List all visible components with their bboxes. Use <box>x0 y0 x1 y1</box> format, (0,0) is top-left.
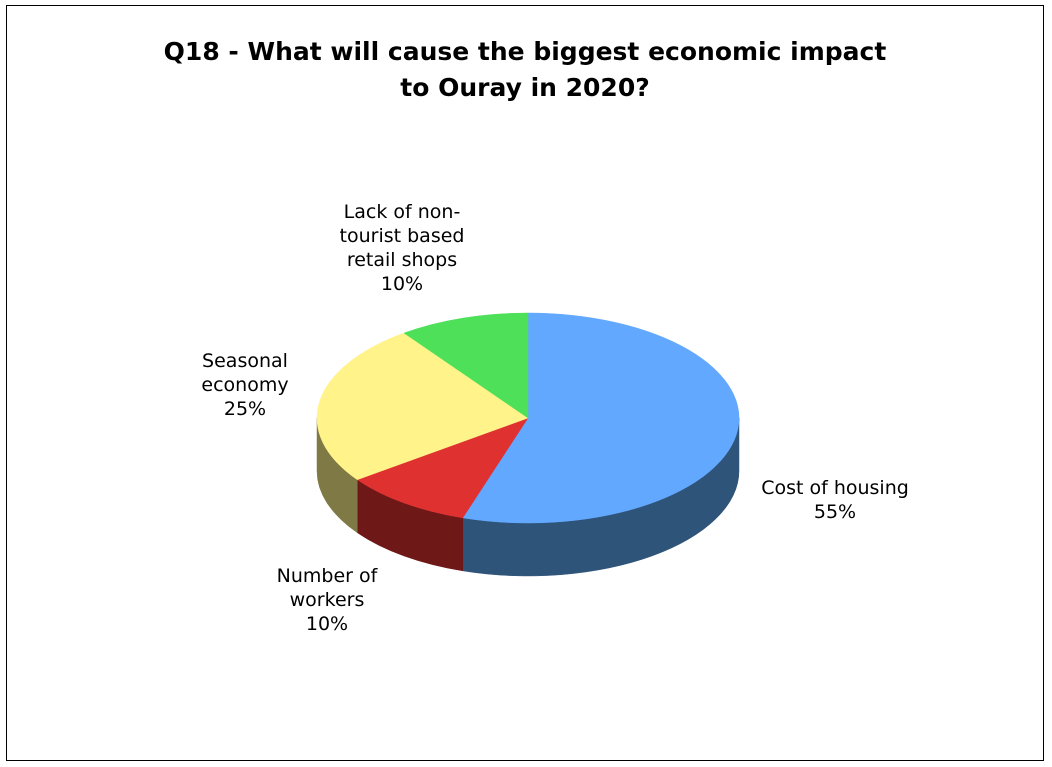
slice-number-of-workers <box>356 417 529 519</box>
slice-label-text: economy <box>201 374 289 396</box>
slice-label-lack-of-non-tourist-retail: Lack of non- tourist based retail shops … <box>302 200 502 296</box>
slice-seasonal-economy <box>316 332 529 480</box>
slice-label-text: Cost of housing <box>761 477 909 499</box>
slice-label-text: workers <box>289 589 365 611</box>
slice-label-text: Lack of non- <box>343 201 461 223</box>
slice-value-text: 10% <box>380 273 424 295</box>
pie-chart <box>316 312 740 577</box>
chart-frame: Q18 - What will cause the biggest econom… <box>6 5 1044 761</box>
slice-label-seasonal-economy: Seasonal economy 25% <box>175 349 315 421</box>
slice-label-text: Number of <box>276 565 378 587</box>
slice-lack-of-non-tourist-based-retail-shops <box>403 312 529 419</box>
slice-label-text: retail shops <box>346 249 458 271</box>
slice-value-text: 10% <box>305 613 349 635</box>
slice-label-cost-of-housing: Cost of housing 55% <box>735 476 935 524</box>
slice-label-text: Seasonal <box>202 350 288 372</box>
slice-value-text: 55% <box>813 501 857 523</box>
pie-tops <box>316 312 740 524</box>
slice-label-number-of-workers: Number of workers 10% <box>227 564 427 636</box>
slice-value-text: 25% <box>223 398 267 420</box>
chart-title: Q18 - What will cause the biggest econom… <box>7 34 1043 106</box>
chart-title-line-2: to Ouray in 2020? <box>400 73 650 102</box>
slice-label-text: tourist based <box>339 225 465 247</box>
chart-title-line-1: Q18 - What will cause the biggest econom… <box>163 37 887 66</box>
slice-cost-of-housing <box>462 312 740 524</box>
